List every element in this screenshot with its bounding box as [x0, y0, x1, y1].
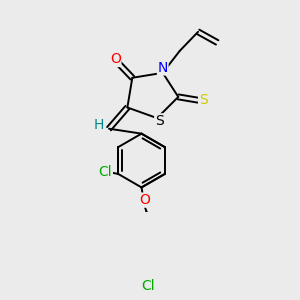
- Text: S: S: [199, 93, 207, 107]
- Text: S: S: [155, 114, 164, 128]
- Text: O: O: [139, 193, 150, 207]
- Text: H: H: [93, 118, 103, 132]
- Text: O: O: [110, 52, 121, 66]
- Text: Cl: Cl: [99, 165, 112, 179]
- Text: Cl: Cl: [141, 279, 155, 293]
- Text: N: N: [158, 61, 168, 75]
